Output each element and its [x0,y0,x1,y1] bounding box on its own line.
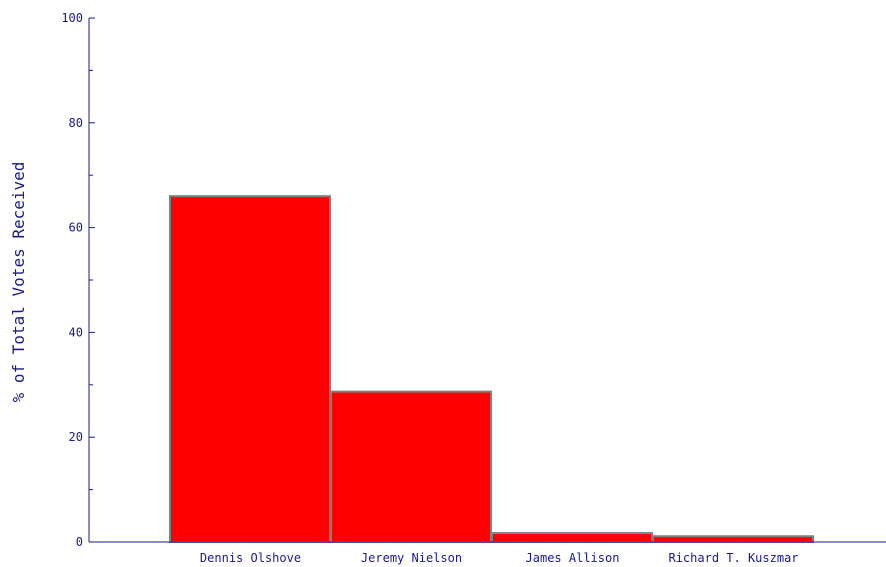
y-tick-label: 20 [69,430,83,444]
bars [169,195,814,544]
y-tick-label: 60 [69,221,83,235]
y-axis: 0 20 40 60 80 100 [61,11,95,549]
x-tick-label: Dennis Olshove [200,551,301,565]
bar [491,532,653,543]
y-tick-label: 100 [61,11,83,25]
y-tick-label: 0 [76,535,83,549]
bar [652,535,814,544]
x-axis: Dennis Olshove Jeremy Nielson James Alliso… [89,541,886,565]
y-tick-label: 40 [69,325,83,339]
x-tick-label: James Allison [526,551,620,565]
y-tick-label: 80 [69,116,83,130]
x-tick-label: Richard T. Kuszmar [668,551,798,565]
bar [330,390,492,543]
bar [169,195,331,543]
y-axis-title: % of Total Votes Received [9,162,28,403]
x-tick-label: Jeremy Nielson [361,551,462,565]
